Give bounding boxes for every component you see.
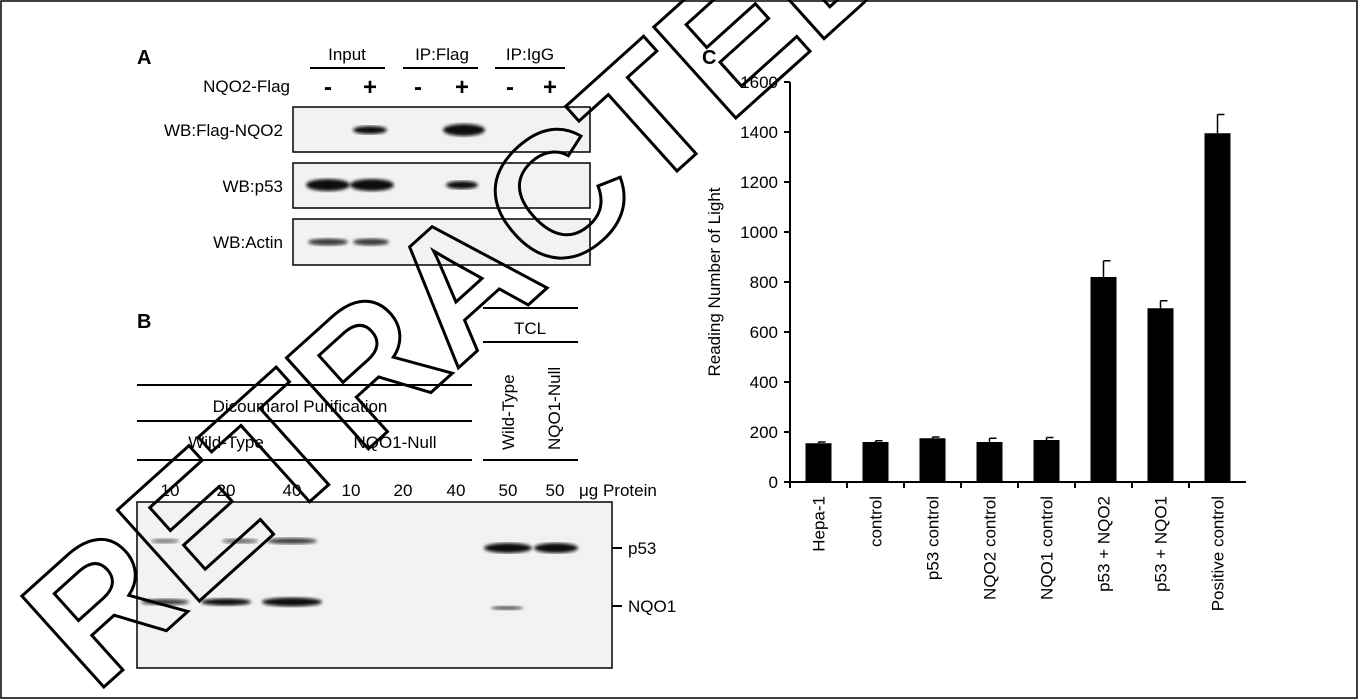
band bbox=[262, 598, 322, 607]
blot-label: WB:Flag-NQO2 bbox=[164, 121, 283, 140]
figure: A Input IP:Flag IP:IgG NQO2-Flag - + - +… bbox=[0, 0, 1358, 699]
y-tick-label: 1200 bbox=[740, 173, 778, 192]
amount: 40 bbox=[447, 481, 466, 500]
blot-label: WB:Actin bbox=[213, 233, 283, 252]
unit: μg Protein bbox=[579, 481, 657, 500]
y-tick-label: 600 bbox=[750, 323, 778, 342]
band bbox=[350, 179, 394, 191]
bar bbox=[1205, 133, 1231, 482]
y-axis-label: Reading Number of Light bbox=[705, 187, 724, 376]
x-tick-label: NQO1 control bbox=[1038, 496, 1057, 600]
y-tick-label: 400 bbox=[750, 373, 778, 392]
group-label: Input bbox=[328, 45, 366, 64]
sign: + bbox=[455, 74, 469, 101]
sign: - bbox=[506, 74, 514, 101]
bar bbox=[920, 438, 946, 482]
band bbox=[484, 543, 532, 553]
y-tick-label: 0 bbox=[769, 473, 778, 492]
panel-label: A bbox=[137, 47, 151, 69]
lane-label: NQO1-Null bbox=[545, 367, 564, 450]
group-label: IP:IgG bbox=[506, 45, 554, 64]
x-tick-label: NQO2 control bbox=[981, 496, 1000, 600]
blot-label: WB:p53 bbox=[223, 177, 283, 196]
bar bbox=[1148, 308, 1174, 482]
x-tick-label: p53 + NQO2 bbox=[1095, 496, 1114, 592]
bar bbox=[806, 443, 832, 482]
x-tick-label: Hepa-1 bbox=[810, 496, 829, 552]
band bbox=[308, 239, 348, 246]
x-tick-label: Positive control bbox=[1209, 496, 1228, 611]
sign: - bbox=[324, 74, 332, 101]
y-tick-label: 1000 bbox=[740, 223, 778, 242]
sign: + bbox=[363, 74, 377, 101]
amount: 50 bbox=[499, 481, 518, 500]
band bbox=[491, 606, 523, 610]
x-tick-label: p53 control bbox=[924, 496, 943, 580]
band bbox=[306, 179, 350, 191]
bar bbox=[1091, 277, 1117, 482]
band bbox=[353, 126, 387, 134]
lane-label: Wild-Type bbox=[499, 374, 518, 450]
group-label: IP:Flag bbox=[415, 45, 469, 64]
band-label: p53 bbox=[628, 539, 656, 558]
x-tick-label: p53 + NQO1 bbox=[1152, 496, 1171, 592]
panel-label: B bbox=[137, 311, 151, 333]
x-tick-label: control bbox=[867, 496, 886, 547]
amount: 20 bbox=[394, 481, 413, 500]
y-tick-label: 800 bbox=[750, 273, 778, 292]
bar bbox=[863, 442, 889, 482]
band bbox=[534, 543, 578, 553]
amount: 50 bbox=[546, 481, 565, 500]
bar bbox=[977, 442, 1003, 482]
y-tick-label: 200 bbox=[750, 423, 778, 442]
sign: - bbox=[414, 74, 422, 101]
row-label: NQO2-Flag bbox=[203, 77, 290, 96]
bar bbox=[1034, 440, 1060, 482]
band-label: NQO1 bbox=[628, 597, 676, 616]
